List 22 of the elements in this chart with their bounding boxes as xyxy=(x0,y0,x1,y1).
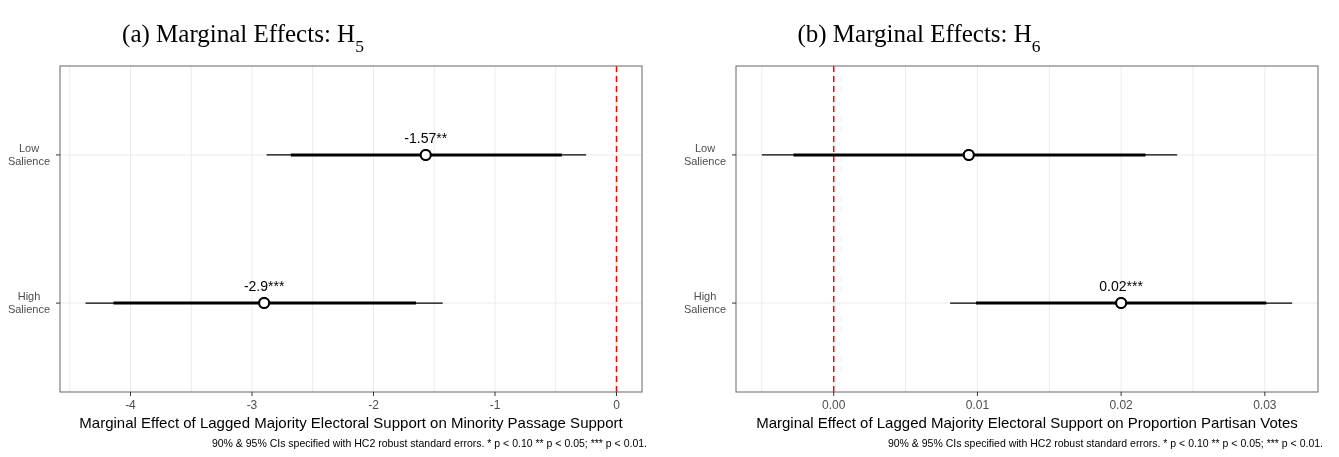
x-tick-label: 0.02 xyxy=(1109,398,1134,412)
x-tick-label: 0.01 xyxy=(965,398,990,412)
x-axis-title: Marginal Effect of Lagged Majority Electoral Support on Proportion Partisan Votes xyxy=(756,414,1298,431)
x-tick-label: -4 xyxy=(125,398,137,412)
data-label: -2.9*** xyxy=(243,278,285,295)
chart-title: (b) Marginal Effects: H$_{6}$ xyxy=(797,20,1041,56)
x-axis-title: Marginal Effect of Lagged Majority Electoral Support on Minority Passage Support xyxy=(79,414,624,431)
text: 90% & 95% CIs specified with HC2 robust standard errors. * p < 0.10 ** p < 0.05; *** p < 0.01. xyxy=(211,437,647,449)
x-tick-label: -3 xyxy=(246,398,258,412)
x-tick-label: 0.03 xyxy=(1253,398,1277,412)
text: 90% & 95% CIs specified with HC2 robust standard errors. * p < 0.10 ** p < 0.05; *** p < 0.01. xyxy=(887,437,1323,449)
x-tick-label: -1 xyxy=(489,398,501,412)
y-tick-label: High Salience xyxy=(7,290,51,316)
x-tick-label: 0 xyxy=(613,398,621,412)
data-label: 0.02*** xyxy=(1099,278,1144,295)
y-tick-label: Low Salience xyxy=(683,141,727,167)
x-tick-label: -2 xyxy=(368,398,380,412)
y-tick-label: High Salience xyxy=(683,290,727,316)
data-label: -1.57** xyxy=(404,129,448,146)
y-tick-label: Low Salience xyxy=(7,141,51,167)
chart-title: (a) Marginal Effects: H$_{5}$ xyxy=(122,20,365,56)
x-tick-label: 0.00 xyxy=(822,398,846,412)
